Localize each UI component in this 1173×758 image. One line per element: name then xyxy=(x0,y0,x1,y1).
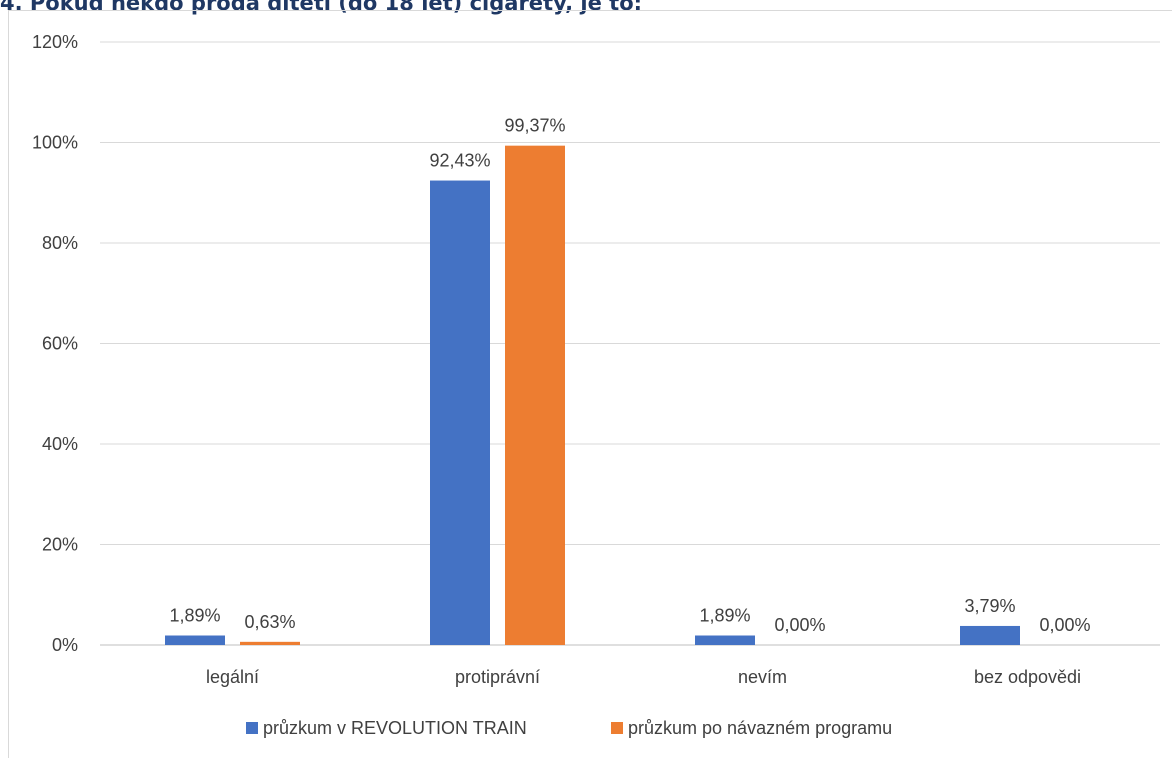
gridlines xyxy=(100,41,1160,646)
bar xyxy=(505,145,565,645)
data-labels: 1,89% 0,63% 92,43% 99,37% 1,89% 0,00% 3,79% 0,0… xyxy=(169,116,1090,635)
bars xyxy=(165,145,1020,645)
data-label: 0,63% xyxy=(244,612,295,632)
y-tick-label: 120% xyxy=(32,32,78,52)
legend-swatch xyxy=(611,722,623,734)
data-label: 99,37% xyxy=(504,116,565,136)
y-tick-label: 20% xyxy=(42,535,78,555)
legend: průzkum v REVOLUTION TRAIN průzkum po náv… xyxy=(246,718,892,738)
y-tick-label: 80% xyxy=(42,233,78,253)
y-tick-label: 0% xyxy=(52,635,78,655)
y-axis-ticks: 0% 20% 40% 60% 80% 100% 120% xyxy=(32,32,78,655)
chart-frame xyxy=(8,10,1172,758)
bar xyxy=(430,180,490,645)
category-label: bez odpovědi xyxy=(974,667,1081,687)
data-label: 1,89% xyxy=(699,606,750,626)
data-label: 3,79% xyxy=(964,596,1015,616)
bar xyxy=(695,635,755,645)
x-axis-categories: legální protiprávní nevím bez odpovědi xyxy=(206,667,1081,687)
category-label: protiprávní xyxy=(455,667,540,687)
y-tick-label: 60% xyxy=(42,334,78,354)
legend-label: průzkum v REVOLUTION TRAIN xyxy=(263,718,527,738)
bar xyxy=(165,635,225,645)
legend-swatch xyxy=(246,722,258,734)
category-label: nevím xyxy=(738,667,787,687)
category-label: legální xyxy=(206,667,259,687)
data-label: 92,43% xyxy=(429,151,490,171)
data-label: 0,00% xyxy=(1039,615,1090,635)
y-tick-label: 40% xyxy=(42,434,78,454)
data-label: 0,00% xyxy=(774,615,825,635)
page-title: 4. Pokud někdo prodá dítěti (do 18 let) … xyxy=(0,0,643,15)
legend-label: průzkum po návazném programu xyxy=(628,718,892,738)
data-label: 1,89% xyxy=(169,606,220,626)
bar xyxy=(960,625,1020,645)
bar xyxy=(240,641,300,645)
y-tick-label: 100% xyxy=(32,133,78,153)
